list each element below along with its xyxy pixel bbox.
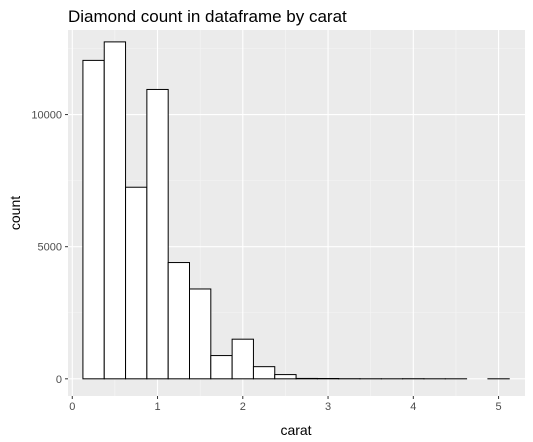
- x-axis: 0 1 2 3 4 5: [69, 396, 502, 413]
- y-axis: 0 5000 10000: [31, 110, 68, 386]
- histogram-bar-7: [231, 338, 254, 380]
- histogram-bar-2: [125, 186, 148, 380]
- histogram-bar-0: [82, 59, 105, 380]
- y-tick-label: 0: [56, 374, 62, 386]
- chart-title: Diamond count in dataframe by carat: [68, 7, 347, 26]
- x-tick-label: 4: [410, 401, 416, 413]
- histogram-bars: [82, 41, 510, 380]
- histogram-bar-9: [274, 374, 297, 380]
- x-tick-label: 5: [496, 401, 502, 413]
- y-axis-title: count: [7, 196, 23, 230]
- histogram-bar-3: [146, 88, 169, 380]
- y-tick-label: 5000: [38, 242, 62, 254]
- x-tick-label: 0: [69, 401, 75, 413]
- y-tick-label: 10000: [31, 110, 62, 122]
- x-axis-title: carat: [280, 422, 311, 438]
- x-tick-label: 1: [154, 401, 160, 413]
- x-tick-label: 3: [325, 401, 331, 413]
- histogram-bar-4: [167, 262, 190, 380]
- histogram-bar-6: [210, 355, 233, 380]
- histogram-bar-1: [103, 41, 127, 380]
- x-tick-label: 2: [240, 401, 246, 413]
- histogram-bar-8: [252, 366, 276, 380]
- histogram-bar-5: [188, 288, 212, 380]
